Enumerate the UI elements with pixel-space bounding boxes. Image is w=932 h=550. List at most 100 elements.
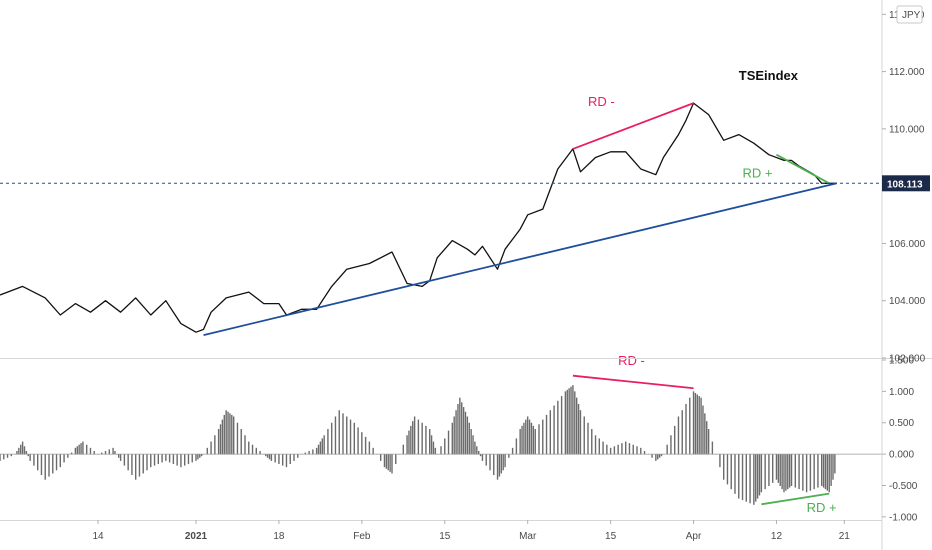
histogram-bar	[80, 443, 82, 455]
histogram-bar	[402, 444, 405, 455]
histogram-bar	[685, 403, 687, 455]
histogram-bar	[27, 454, 29, 457]
time-tick-label: 2021	[185, 531, 208, 542]
histogram-bar	[532, 425, 535, 455]
histogram-bar	[118, 454, 120, 458]
histogram-bar	[210, 441, 212, 455]
histogram-bar	[462, 407, 465, 455]
histogram-bar	[830, 454, 832, 486]
histogram-bar	[609, 447, 612, 455]
histogram-bar	[451, 422, 454, 455]
histogram-bar	[734, 454, 736, 494]
histogram-bar	[55, 454, 58, 471]
histogram-bar	[440, 446, 442, 455]
histogram-bar	[315, 447, 318, 455]
chart-title: TSEindex	[739, 68, 799, 83]
histogram-bar	[692, 391, 695, 455]
histogram-bar	[560, 396, 563, 455]
oscillator-tick-label: 0.500	[889, 418, 914, 429]
histogram-bar	[67, 454, 69, 458]
histogram-bar	[741, 454, 744, 501]
histogram-bar	[673, 425, 676, 455]
histogram-bar	[119, 454, 122, 461]
histogram-bar	[281, 454, 284, 466]
histogram-bar	[570, 386, 572, 455]
histogram-bar	[368, 441, 371, 455]
price-trendline-2	[776, 153, 830, 185]
oscillator-annotation-label-3: RD +	[807, 500, 837, 515]
histogram-bar	[564, 391, 567, 455]
time-tick-label: 14	[92, 531, 104, 542]
histogram-bar	[519, 429, 521, 455]
histogram-bar	[52, 454, 54, 474]
histogram-bar	[636, 446, 638, 455]
histogram-bar	[123, 454, 126, 466]
histogram-bar	[16, 450, 18, 455]
histogram-bar	[93, 450, 95, 455]
price-trendline-1	[572, 102, 694, 150]
histogram-bar	[425, 425, 427, 455]
time-tick-label: 15	[439, 531, 451, 542]
histogram-bar	[777, 454, 780, 483]
histogram-bar	[217, 429, 220, 455]
price-tick-label: 102.000	[889, 354, 926, 365]
histogram-bar	[383, 454, 386, 468]
histogram-bar	[48, 454, 50, 477]
histogram-bar	[523, 422, 525, 455]
histogram-bar	[200, 454, 203, 457]
histogram-bar	[583, 416, 585, 455]
price-series-line	[0, 102, 837, 333]
histogram-bar	[85, 444, 88, 455]
histogram-bar	[323, 435, 325, 455]
histogram-bar	[809, 454, 812, 491]
histogram-bar	[511, 447, 514, 455]
histogram-bar	[330, 422, 333, 455]
histogram-bar	[477, 450, 480, 455]
histogram-bar	[0, 454, 1, 461]
histogram-bar	[472, 435, 474, 455]
histogram-bar	[783, 454, 785, 493]
histogram-bar	[613, 446, 616, 455]
histogram-bar	[834, 454, 836, 474]
histogram-bar	[617, 444, 619, 455]
histogram-bar	[278, 454, 280, 465]
histogram-bar	[308, 450, 310, 455]
histogram-bar	[127, 454, 129, 471]
histogram-bar	[6, 454, 9, 458]
histogram-bar	[453, 416, 455, 455]
time-tick-label: Feb	[353, 531, 371, 542]
histogram-bar	[500, 454, 503, 474]
histogram-bar	[153, 454, 156, 466]
time-tick-label: 15	[605, 531, 617, 542]
histogram-bar	[417, 419, 420, 455]
histogram-bar	[758, 454, 761, 496]
histogram-bar	[706, 421, 708, 455]
histogram-bar	[781, 454, 783, 490]
histogram-bar	[577, 403, 580, 455]
histogram-bar	[504, 454, 506, 468]
histogram-bar	[236, 422, 239, 455]
histogram-bar	[59, 454, 62, 468]
histogram-bar	[265, 454, 267, 457]
histogram-bar	[274, 454, 276, 463]
histogram-bar	[304, 452, 307, 455]
histogram-bar	[231, 414, 233, 455]
histogram-bar	[63, 454, 65, 463]
histogram-bar	[587, 422, 589, 455]
histogram-bar	[387, 454, 389, 471]
histogram-bar	[225, 410, 227, 455]
histogram-bar	[221, 419, 224, 455]
histogram-bar	[408, 430, 410, 455]
histogram-bar	[464, 411, 467, 455]
histogram-bar	[385, 454, 388, 469]
histogram-bar	[342, 413, 344, 455]
histogram-bar	[574, 391, 576, 455]
currency-badge	[896, 5, 923, 24]
histogram-bar	[321, 438, 323, 455]
histogram-bar	[338, 410, 340, 455]
histogram-bar	[44, 454, 46, 480]
histogram-bar	[670, 435, 672, 455]
histogram-bar	[689, 397, 691, 455]
histogram-bar	[496, 454, 499, 480]
histogram-bar	[643, 450, 646, 455]
